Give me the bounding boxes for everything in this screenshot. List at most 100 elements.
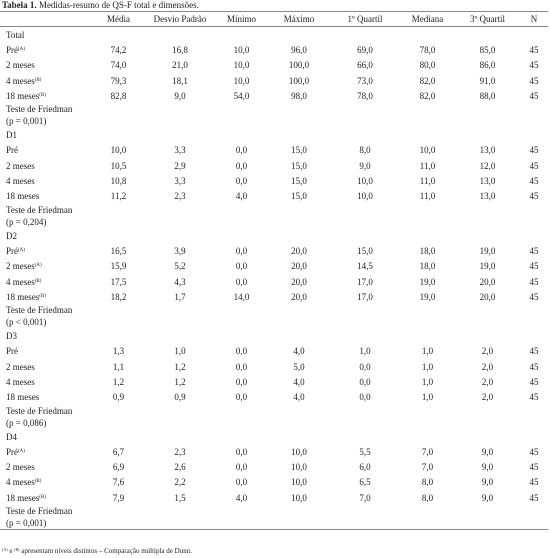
test-text: (p = 0,086) <box>6 417 47 428</box>
value-cell: 73,0 <box>357 75 373 86</box>
value-cell: 45 <box>529 477 539 488</box>
test-text: Teste de Friedman <box>6 204 73 215</box>
row-label-text: 18 meses <box>6 492 40 503</box>
empty-cell <box>268 505 330 517</box>
empty-cell <box>330 316 400 328</box>
test-row: Teste de Friedman <box>0 204 548 216</box>
value-cell: 9,0 <box>174 90 186 101</box>
row-label: 4 meses <box>0 173 92 188</box>
row-label-sup: (A) <box>34 263 42 269</box>
test-text: Teste de Friedman <box>6 506 73 517</box>
value-cell: 9,0 <box>481 477 494 488</box>
value-cell: 45 <box>529 291 539 302</box>
empty-cell <box>145 204 215 216</box>
value-cell: 45 <box>529 90 539 101</box>
value-cell: 2,0 <box>481 392 494 403</box>
empty-cell <box>400 103 455 115</box>
value-cell: 2,6 <box>174 462 186 473</box>
value-cell: 0,0 <box>235 176 248 187</box>
value-cell: 18,0 <box>419 245 436 256</box>
empty-cell <box>400 328 455 343</box>
value-cell: 13,0 <box>479 191 496 202</box>
section-row: D2 <box>0 228 548 243</box>
empty-cell <box>215 127 268 142</box>
data-row: Pré 10,0 3,3 0,0 15,0 8,0 10,0 13,0 45 <box>0 143 548 158</box>
empty-cell <box>92 429 145 444</box>
test-row: (p = 0,001) <box>0 115 548 127</box>
empty-cell <box>455 216 520 228</box>
column-header: Média <box>92 11 145 27</box>
column-header: Máximo <box>268 11 330 27</box>
empty-cell <box>268 429 330 444</box>
empty-cell <box>215 115 268 127</box>
value-cell: 17,0 <box>357 276 373 287</box>
value-cell: 45 <box>529 446 539 457</box>
value-cell: 86,0 <box>479 60 496 71</box>
value-cell: 20,0 <box>291 261 307 272</box>
empty-cell <box>330 405 400 417</box>
empty-cell <box>215 204 268 216</box>
value-cell: 10,0 <box>357 191 373 202</box>
empty-cell <box>145 328 215 343</box>
empty-cell <box>330 517 400 530</box>
title-label: Tabela 1. <box>2 0 37 10</box>
footnote-sup: (B) <box>14 547 20 552</box>
row-label-sup: (B) <box>39 92 46 98</box>
data-row: 4 meses 1,2 1,2 0,0 4,0 0,0 1,0 2,0 45 <box>0 374 548 389</box>
value-cell: 14,0 <box>233 291 250 302</box>
column-header: 3º Quartil <box>455 11 520 27</box>
data-row: 18 meses 11,2 2,3 4,0 15,0 10,0 11,0 13,0 45 <box>0 189 548 204</box>
empty-cell <box>455 127 520 142</box>
value-cell: 9,0 <box>481 446 494 457</box>
empty-cell <box>92 505 145 517</box>
value-cell: 74,0 <box>110 60 127 71</box>
data-row: 4 meses(B) 79,3 18,1 10,0 100,0 73,0 82,0 91,0 4… <box>0 73 548 88</box>
value-cell: 15,0 <box>357 245 373 256</box>
value-cell: 0,0 <box>235 276 248 287</box>
data-row: 2 meses 6,9 2,6 0,0 10,0 6,0 7,0 9,0 45 <box>0 460 548 475</box>
data-row: 2 meses(A) 15,9 5,2 0,0 20,0 14,5 18,0 19,0 45 <box>0 259 548 274</box>
value-cell: 0,0 <box>235 462 248 473</box>
value-cell: 85,0 <box>479 44 496 55</box>
empty-cell <box>215 505 268 517</box>
column-header: 1º Quartil <box>330 11 400 27</box>
value-cell: 8,0 <box>359 145 371 156</box>
value-cell: 2,3 <box>174 191 186 202</box>
value-cell: 7,0 <box>359 492 371 503</box>
empty-cell <box>92 103 145 115</box>
empty-cell <box>520 505 548 517</box>
empty-cell <box>215 316 268 328</box>
value-cell: 3,9 <box>174 245 186 256</box>
value-cell: 0,0 <box>235 245 248 256</box>
empty-cell <box>215 429 268 444</box>
section-label: D4 <box>6 431 17 442</box>
empty-cell <box>268 103 330 115</box>
empty-cell <box>215 304 268 316</box>
row-label-sup: (B) <box>34 278 42 284</box>
row-label: Pré(A) <box>0 243 92 258</box>
empty-cell <box>400 405 455 417</box>
empty-cell <box>92 204 145 216</box>
value-cell: 6,9 <box>112 462 125 473</box>
row-label: Pré <box>0 143 92 158</box>
section-label: D3 <box>6 331 17 342</box>
column-header: N <box>520 11 548 27</box>
empty-cell <box>92 127 145 142</box>
row-label: 2 meses <box>0 158 92 173</box>
empty-cell <box>145 103 215 115</box>
test-row: Teste de Friedman <box>0 103 548 115</box>
empty-cell <box>268 216 330 228</box>
value-cell: 10,0 <box>291 446 307 457</box>
row-label: 4 meses(B) <box>0 475 92 490</box>
empty-cell <box>520 316 548 328</box>
row-label-text: 4 meses <box>6 477 35 488</box>
section-row: D1 <box>0 127 548 142</box>
empty-cell <box>400 316 455 328</box>
row-label: 18 meses(B) <box>0 88 92 103</box>
empty-cell <box>400 517 455 530</box>
test-row: (p < 0,001) <box>0 316 548 328</box>
value-cell: 45 <box>529 346 539 357</box>
row-label-sup: (B) <box>34 77 42 83</box>
value-cell: 4,0 <box>235 492 248 503</box>
table-body: Total Pré(A) 74,2 16,8 10,0 96,0 69,0 78,0 85,0 4… <box>0 27 548 530</box>
